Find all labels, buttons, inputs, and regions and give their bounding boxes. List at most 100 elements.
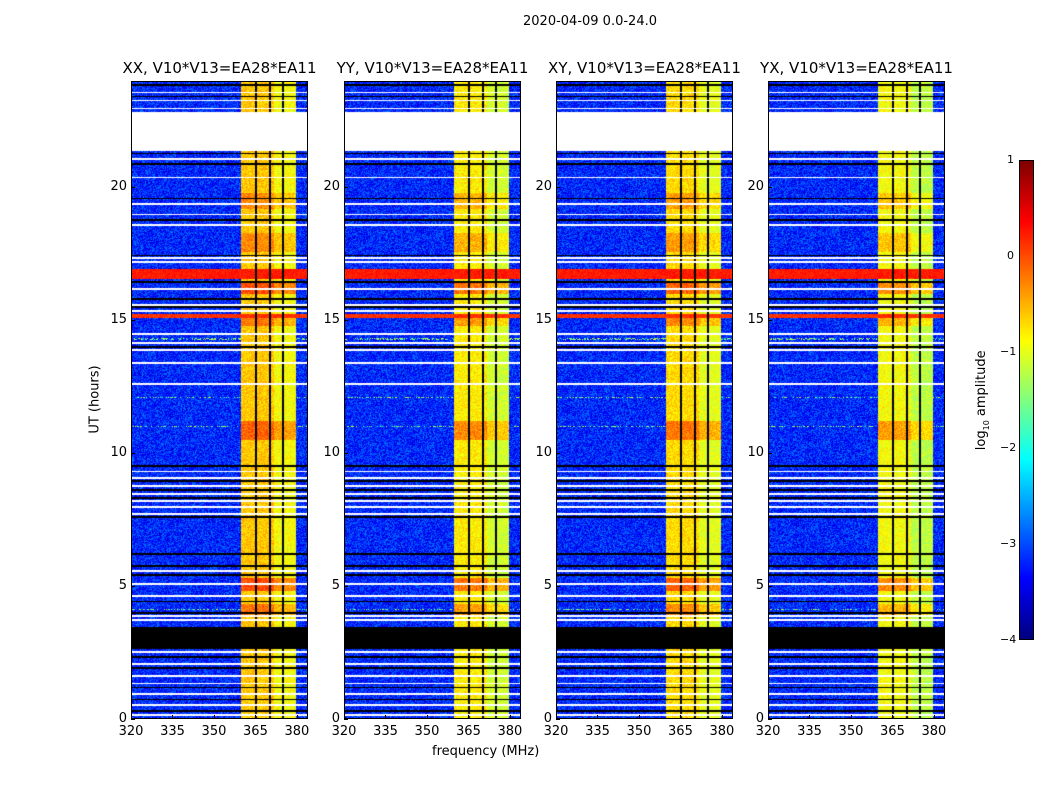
x-tick-mark [933, 715, 935, 719]
colorbar-tick-label: −2 [1000, 441, 1017, 454]
y-tick-mark [344, 320, 348, 322]
heatmap-panel-0 [131, 81, 308, 719]
x-tick-label: 320 [543, 724, 569, 739]
x-tick-label: 320 [331, 724, 357, 739]
y-tick-label: 5 [543, 578, 552, 594]
colorbar-tick-label: −1 [1000, 345, 1017, 358]
x-tick-mark [296, 715, 298, 719]
x-axis-label: frequency (MHz) [432, 744, 540, 759]
y-tick-label: 20 [747, 179, 764, 195]
y-tick-label: 20 [323, 179, 340, 195]
x-tick-mark [597, 715, 599, 719]
heatmap-image [345, 82, 520, 718]
y-tick-label: 0 [543, 711, 552, 726]
y-tick-label: 20 [535, 179, 552, 195]
heatmap-image [557, 82, 732, 718]
x-tick-label: 350 [201, 724, 227, 739]
y-tick-label: 10 [747, 445, 764, 461]
y-tick-mark [131, 719, 135, 720]
x-tick-label: 350 [838, 724, 864, 739]
panel-title: XY, V10*V13=EA28*EA11 [548, 59, 741, 77]
y-tick-mark [344, 187, 348, 189]
heatmap-image [132, 82, 307, 718]
x-tick-label: 365 [668, 724, 693, 739]
y-tick-mark [131, 586, 135, 588]
y-tick-label: 5 [755, 578, 764, 594]
colorbar-tick-label: 0 [1007, 249, 1014, 262]
y-tick-mark [344, 453, 348, 455]
colorbar-tick-label: −3 [1000, 537, 1017, 550]
y-tick-mark [344, 586, 348, 588]
y-tick-label: 0 [331, 711, 340, 726]
y-tick-mark [768, 320, 772, 322]
y-tick-mark [556, 586, 560, 588]
colorbar-tick-label: 1 [1007, 153, 1014, 166]
panel-title: YY, V10*V13=EA28*EA11 [336, 59, 529, 77]
y-tick-mark [344, 719, 348, 720]
x-tick-mark [255, 715, 257, 719]
heatmap-image [769, 82, 944, 718]
y-tick-label: 0 [755, 711, 764, 726]
y-tick-label: 20 [110, 179, 127, 195]
y-tick-mark [131, 187, 135, 189]
y-tick-label: 15 [110, 312, 127, 328]
x-tick-mark [509, 715, 511, 719]
x-tick-mark [426, 715, 428, 719]
colorbar [1019, 160, 1034, 640]
panel-title: XX, V10*V13=EA28*EA11 [122, 59, 317, 77]
x-tick-mark [172, 715, 174, 719]
y-tick-label: 15 [747, 312, 764, 328]
y-tick-label: 15 [323, 312, 340, 328]
y-tick-mark [768, 187, 772, 189]
y-axis-label: UT (hours) [87, 365, 103, 434]
x-tick-label: 380 [921, 724, 947, 739]
y-tick-label: 0 [118, 711, 127, 726]
x-tick-label: 365 [880, 724, 905, 739]
y-tick-mark [768, 453, 772, 455]
y-tick-label: 5 [118, 578, 127, 594]
x-tick-label: 365 [456, 724, 481, 739]
y-tick-label: 10 [110, 445, 127, 461]
y-tick-mark [131, 453, 135, 455]
x-tick-mark [680, 715, 682, 719]
x-tick-label: 335 [797, 724, 822, 739]
heatmap-panel-2 [556, 81, 733, 719]
x-tick-label: 380 [497, 724, 523, 739]
x-tick-mark [638, 715, 640, 719]
x-tick-label: 380 [709, 724, 735, 739]
x-tick-label: 335 [373, 724, 398, 739]
x-tick-mark [809, 715, 811, 719]
x-tick-mark [131, 715, 132, 719]
x-tick-mark [721, 715, 723, 719]
y-tick-label: 15 [535, 312, 552, 328]
x-tick-mark [385, 715, 387, 719]
x-tick-mark [468, 715, 470, 719]
x-tick-label: 350 [626, 724, 652, 739]
x-tick-label: 335 [160, 724, 185, 739]
y-tick-label: 10 [535, 445, 552, 461]
x-tick-label: 320 [755, 724, 781, 739]
y-tick-mark [556, 187, 560, 189]
y-tick-label: 10 [323, 445, 340, 461]
y-tick-mark [556, 453, 560, 455]
x-tick-label: 320 [118, 724, 144, 739]
colorbar-label: log10 amplitude [974, 350, 991, 451]
x-tick-mark [768, 715, 769, 719]
figure-title: 2020-04-09 0.0-24.0 [523, 14, 657, 29]
heatmap-panel-1 [344, 81, 521, 719]
x-tick-label: 380 [284, 724, 310, 739]
y-tick-mark [556, 320, 560, 322]
y-tick-mark [768, 586, 772, 588]
x-tick-mark [892, 715, 894, 719]
heatmap-panel-3 [768, 81, 945, 719]
x-tick-mark [213, 715, 215, 719]
x-tick-mark [344, 715, 345, 719]
y-tick-mark [131, 320, 135, 322]
x-tick-label: 335 [585, 724, 610, 739]
colorbar-tick-label: −4 [1000, 633, 1017, 646]
x-tick-label: 350 [414, 724, 440, 739]
x-tick-label: 365 [243, 724, 268, 739]
panel-title: YX, V10*V13=EA28*EA11 [760, 59, 953, 77]
x-tick-mark [850, 715, 852, 719]
